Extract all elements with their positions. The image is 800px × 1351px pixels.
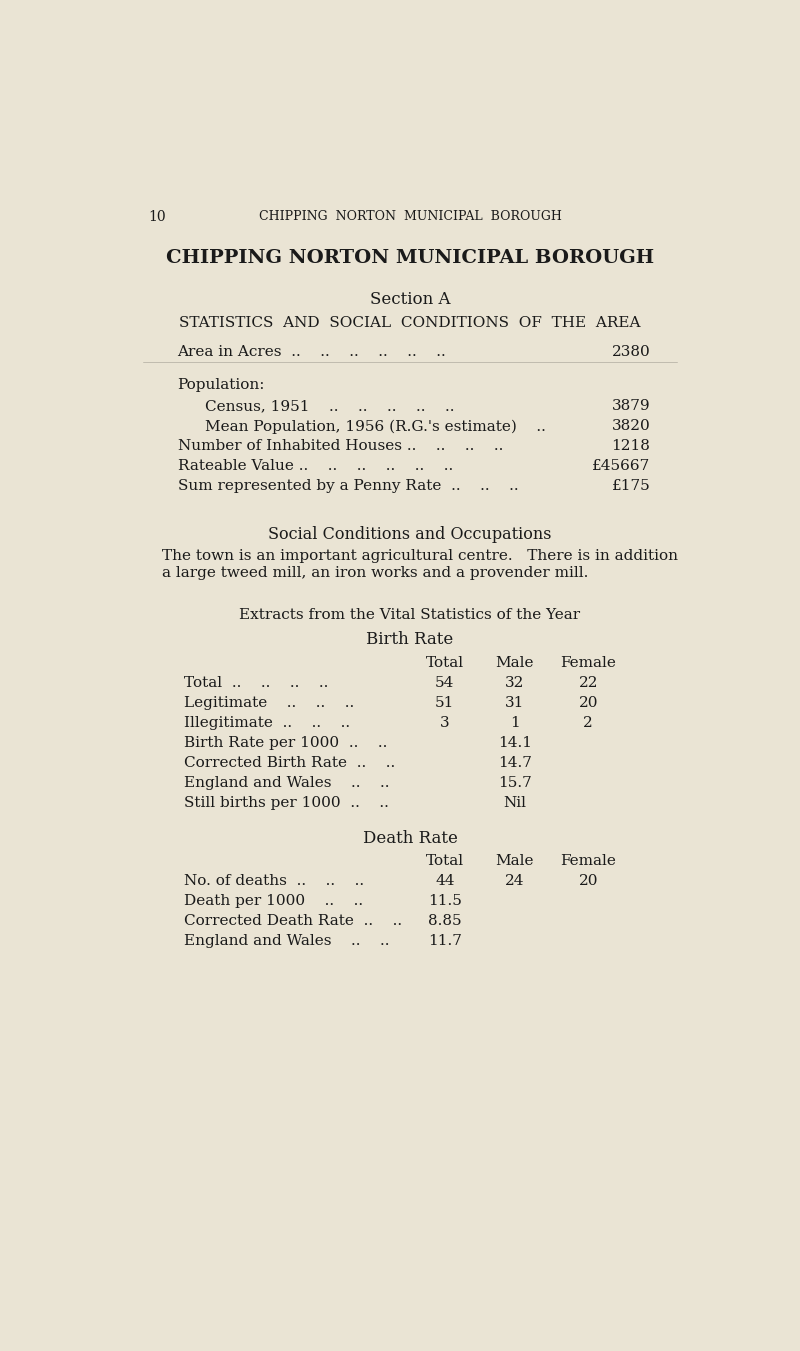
Text: STATISTICS  AND  SOCIAL  CONDITIONS  OF  THE  AREA: STATISTICS AND SOCIAL CONDITIONS OF THE … [179,316,641,330]
Text: Total  ..    ..    ..    ..: Total .. .. .. .. [184,676,328,690]
Text: 31: 31 [505,696,524,709]
Text: 11.5: 11.5 [428,893,462,908]
Text: Rateable Value ..    ..    ..    ..    ..    ..: Rateable Value .. .. .. .. .. .. [178,459,453,473]
Text: Still births per 1000  ..    ..: Still births per 1000 .. .. [184,796,389,809]
Text: Extracts from the Vital Statistics of the Year: Extracts from the Vital Statistics of th… [239,608,581,621]
Text: England and Wales    ..    ..: England and Wales .. .. [184,934,389,947]
Text: 14.7: 14.7 [498,755,531,770]
Text: 20: 20 [578,874,598,888]
Text: 2380: 2380 [611,346,650,359]
Text: Female: Female [560,854,616,867]
Text: 8.85: 8.85 [428,913,462,928]
Text: 22: 22 [578,676,598,690]
Text: Population:: Population: [178,378,265,392]
Text: 32: 32 [505,676,524,690]
Text: 44: 44 [435,874,454,888]
Text: Death Rate: Death Rate [362,831,458,847]
Text: Corrected Birth Rate  ..    ..: Corrected Birth Rate .. .. [184,755,395,770]
Text: The town is an important agricultural centre.   There is in addition: The town is an important agricultural ce… [162,549,678,562]
Text: 11.7: 11.7 [428,934,462,947]
Text: CHIPPING  NORTON  MUNICIPAL  BOROUGH: CHIPPING NORTON MUNICIPAL BOROUGH [258,209,562,223]
Text: Area in Acres  ..    ..    ..    ..    ..    ..: Area in Acres .. .. .. .. .. .. [178,346,446,359]
Text: 15.7: 15.7 [498,775,531,790]
Text: England and Wales    ..    ..: England and Wales .. .. [184,775,389,790]
Text: 54: 54 [435,676,454,690]
Text: Male: Male [495,854,534,867]
Text: Legitimate    ..    ..    ..: Legitimate .. .. .. [184,696,354,709]
Text: £45667: £45667 [592,459,650,473]
Text: Total: Total [426,854,464,867]
Text: Census, 1951    ..    ..    ..    ..    ..: Census, 1951 .. .. .. .. .. [205,400,454,413]
Text: 3879: 3879 [612,400,650,413]
Text: 2: 2 [583,716,593,730]
Text: £175: £175 [611,480,650,493]
Text: 1218: 1218 [611,439,650,454]
Text: Section A: Section A [370,292,450,308]
Text: Nil: Nil [503,796,526,809]
Text: Sum represented by a Penny Rate  ..    ..    ..: Sum represented by a Penny Rate .. .. .. [178,480,518,493]
Text: Female: Female [560,655,616,670]
Text: a large tweed mill, an iron works and a provender mill.: a large tweed mill, an iron works and a … [162,566,588,580]
Text: Mean Population, 1956 (R.G.'s estimate)    ..: Mean Population, 1956 (R.G.'s estimate) … [205,419,546,434]
Text: Corrected Death Rate  ..    ..: Corrected Death Rate .. .. [184,913,402,928]
Text: 3820: 3820 [611,419,650,434]
Text: Social Conditions and Occupations: Social Conditions and Occupations [268,526,552,543]
Text: 3: 3 [440,716,450,730]
Text: Birth Rate per 1000  ..    ..: Birth Rate per 1000 .. .. [184,736,387,750]
Text: 24: 24 [505,874,524,888]
Text: No. of deaths  ..    ..    ..: No. of deaths .. .. .. [184,874,364,888]
Text: 51: 51 [435,696,454,709]
Text: Illegitimate  ..    ..    ..: Illegitimate .. .. .. [184,716,350,730]
Text: Male: Male [495,655,534,670]
Text: 20: 20 [578,696,598,709]
Text: Death per 1000    ..    ..: Death per 1000 .. .. [184,893,363,908]
Text: 1: 1 [510,716,519,730]
Text: 10: 10 [148,209,166,224]
Text: Number of Inhabited Houses ..    ..    ..    ..: Number of Inhabited Houses .. .. .. .. [178,439,503,454]
Text: 14.1: 14.1 [498,736,532,750]
Text: Birth Rate: Birth Rate [366,631,454,648]
Text: Total: Total [426,655,464,670]
Text: CHIPPING NORTON MUNICIPAL BOROUGH: CHIPPING NORTON MUNICIPAL BOROUGH [166,249,654,267]
